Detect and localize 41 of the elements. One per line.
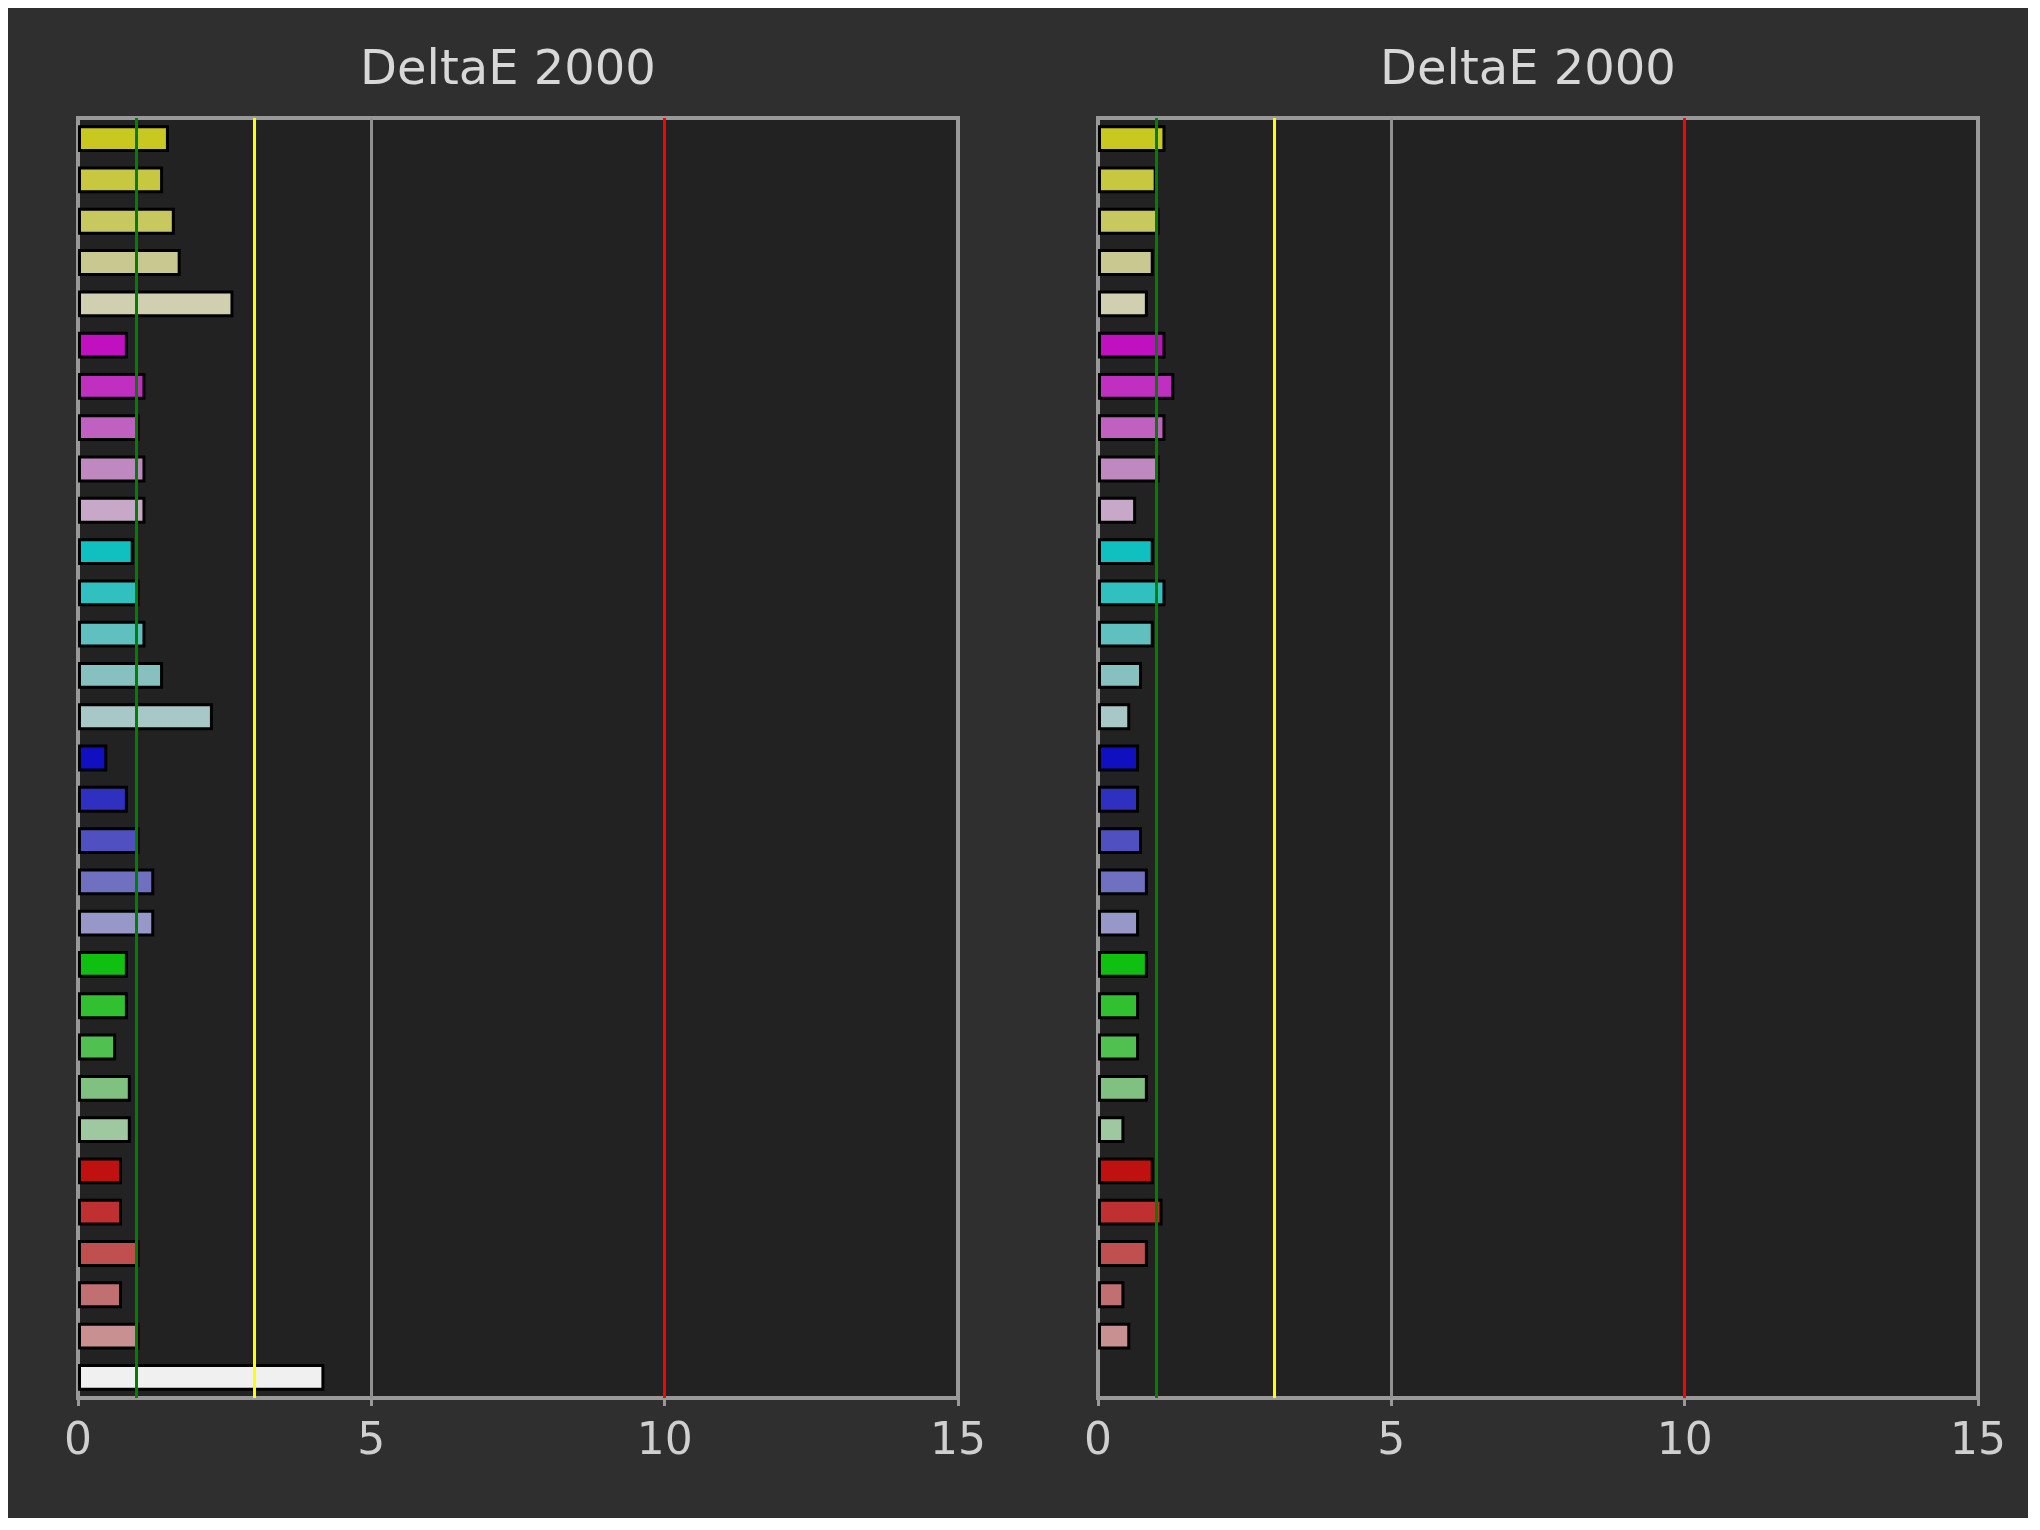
bar [78,1116,131,1144]
bar [78,1074,131,1102]
chart-title: DeltaE 2000 [360,39,656,95]
bar [78,1198,122,1226]
bar [78,166,164,194]
bar [78,868,155,896]
x-tick-label: 10 [1656,1412,1713,1464]
bar [78,744,108,772]
bar [78,1281,122,1309]
x-tick-label: 0 [1084,1412,1112,1464]
x-tick-label: 10 [636,1412,693,1464]
bar [78,1240,140,1267]
bar [78,1157,122,1185]
x-tick-label: 0 [64,1412,92,1464]
bar [78,1033,117,1061]
bar [78,785,128,813]
bar [78,290,234,318]
x-tick-label: 5 [1377,1412,1406,1464]
bar [78,125,169,153]
bar [78,538,134,565]
bar [78,414,140,442]
bar [78,496,146,524]
x-tick-label: 15 [1950,1412,2006,1464]
bar [78,579,140,607]
bar [78,951,128,978]
bar [78,662,164,689]
bar [78,703,213,731]
bar [78,249,181,276]
bar [78,827,140,854]
bar [78,372,146,400]
bar [78,331,128,359]
bar [78,455,146,483]
bar [78,1322,140,1350]
bar [78,909,155,937]
bar [78,207,175,235]
x-tick-label: 15 [930,1412,986,1464]
bar [78,620,146,648]
chart-title: DeltaE 2000 [1380,39,1676,95]
bar [78,1363,325,1391]
bar [78,992,128,1020]
x-tick-label: 5 [357,1412,386,1464]
